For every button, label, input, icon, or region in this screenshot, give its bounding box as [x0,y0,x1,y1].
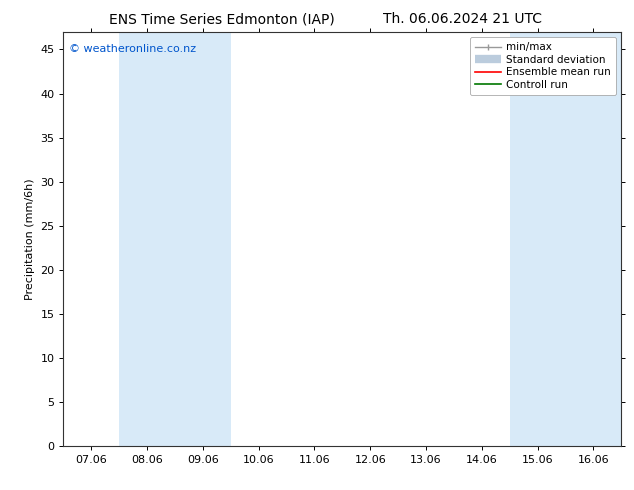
Bar [510,32,566,446]
Legend: min/max, Standard deviation, Ensemble mean run, Controll run: min/max, Standard deviation, Ensemble me… [470,37,616,95]
Bar [175,32,231,446]
Y-axis label: Precipitation (mm/6h): Precipitation (mm/6h) [25,178,35,300]
Text: ENS Time Series Edmonton (IAP): ENS Time Series Edmonton (IAP) [109,12,335,26]
Text: © weatheronline.co.nz: © weatheronline.co.nz [69,44,196,54]
Bar [119,32,175,446]
Text: Th. 06.06.2024 21 UTC: Th. 06.06.2024 21 UTC [384,12,542,26]
Bar [566,32,621,446]
